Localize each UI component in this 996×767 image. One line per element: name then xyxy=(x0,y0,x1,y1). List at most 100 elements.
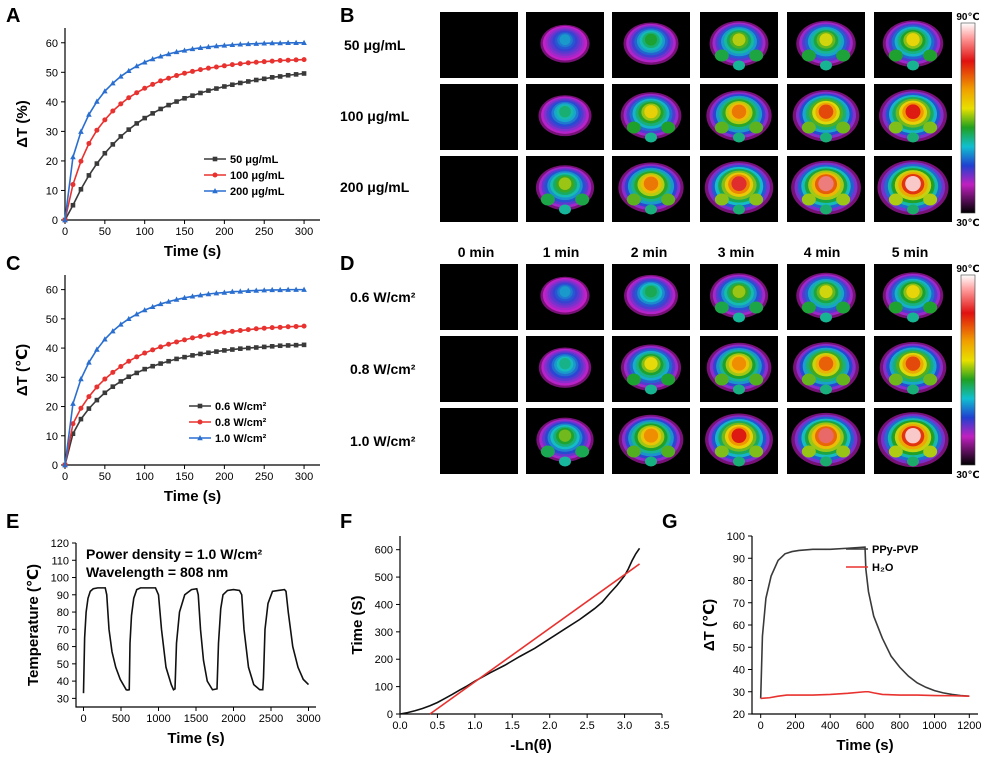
data-point xyxy=(189,45,196,52)
x-tick-label: 1000 xyxy=(922,720,946,732)
chart-panel-g: 0 200 400 600 800 1000 1200 20 30 40 50 60 70 80 90 100… xyxy=(701,531,982,754)
data-point xyxy=(293,323,299,329)
x-tick-label: 800 xyxy=(891,720,909,732)
series-line-0 xyxy=(82,587,310,694)
data-point xyxy=(190,93,195,98)
y-tick-label: 0 xyxy=(52,215,58,227)
data-point xyxy=(117,73,124,79)
data-point xyxy=(301,323,307,329)
data-point xyxy=(213,330,219,336)
data-point xyxy=(230,347,235,352)
chart-panel-f: 0.0 0.5 1.0 1.5 2.0 2.5 3.0 3.5 0 100 200 300 400 500… xyxy=(349,536,670,754)
y-tick-label: 40 xyxy=(46,97,58,109)
data-point xyxy=(222,84,227,89)
data-point xyxy=(86,173,92,178)
data-point xyxy=(269,325,275,331)
data-point xyxy=(293,57,299,63)
data-point xyxy=(70,400,76,406)
data-point xyxy=(166,75,172,81)
data-point xyxy=(102,117,108,123)
data-point xyxy=(174,73,180,79)
data-point xyxy=(94,397,100,403)
data-point xyxy=(110,384,116,389)
panel-d-column-label: 1 min xyxy=(543,244,580,260)
x-axis-label: Time (s) xyxy=(164,243,221,260)
data-point xyxy=(94,161,100,166)
data-point xyxy=(165,50,172,57)
data-point xyxy=(110,369,116,375)
axis-frame xyxy=(399,536,662,715)
data-point xyxy=(285,324,291,330)
data-point xyxy=(94,127,100,133)
data-point xyxy=(213,43,220,49)
annotation: Power density = 1.0 W/cm² xyxy=(86,546,263,562)
thermal-image xyxy=(874,336,952,402)
y-tick-label: 90 xyxy=(733,553,745,565)
thermal-image xyxy=(787,264,865,330)
panel-d-row-label: 0.8 W/cm² xyxy=(350,361,416,377)
panel-label-d: D xyxy=(340,253,354,275)
x-axis-label: Time (s) xyxy=(836,737,893,754)
legend-label: PPy-PVP xyxy=(872,544,918,556)
data-point xyxy=(70,202,76,208)
y-tick-label: 50 xyxy=(46,67,58,79)
legend-marker xyxy=(197,435,203,441)
series-line-0 xyxy=(759,546,970,699)
data-point xyxy=(205,291,212,297)
y-tick-label: 0 xyxy=(387,709,393,721)
x-tick-label: 250 xyxy=(255,226,273,238)
x-tick-label: 100 xyxy=(136,226,154,238)
data-point xyxy=(237,328,243,334)
legend-label: H₂O xyxy=(872,562,894,574)
data-point xyxy=(190,335,195,341)
thermal-image xyxy=(526,156,604,222)
data-point xyxy=(277,343,283,349)
x-tick-label: 0 xyxy=(62,471,68,483)
y-tick-label: 80 xyxy=(733,576,745,588)
data-point xyxy=(149,303,156,310)
data-point xyxy=(181,47,188,53)
data-point xyxy=(166,341,172,347)
x-tick-label: 250 xyxy=(255,471,273,483)
thermal-image xyxy=(612,156,690,222)
panel-b-row-label: 200 μg/mL xyxy=(340,179,410,195)
legend-label: 0.6 W/cm² xyxy=(215,401,267,413)
data-point xyxy=(261,76,267,82)
y-tick-label: 60 xyxy=(733,620,745,632)
thermal-image xyxy=(526,336,604,402)
legend-marker xyxy=(212,172,218,178)
data-point xyxy=(214,349,219,354)
y-axis-label: ΔT (%) xyxy=(14,100,31,147)
data-point xyxy=(253,326,259,332)
data-point xyxy=(197,292,204,298)
data-point xyxy=(94,98,100,104)
x-tick-label: 300 xyxy=(295,471,313,483)
panel-d-column-label: 0 min xyxy=(458,244,495,260)
data-point xyxy=(206,350,211,356)
y-tick-label: 30 xyxy=(46,372,58,384)
data-point xyxy=(245,60,251,66)
data-point xyxy=(285,39,291,45)
data-point xyxy=(158,78,164,84)
y-tick-label: 40 xyxy=(57,676,69,688)
data-point xyxy=(197,67,203,73)
data-point xyxy=(125,67,132,74)
x-tick-label: 0 xyxy=(80,713,86,725)
thermal-image xyxy=(874,12,952,78)
y-tick-label: 50 xyxy=(733,642,745,654)
data-point xyxy=(293,72,299,77)
data-point xyxy=(213,290,220,296)
x-tick-label: 1500 xyxy=(184,713,208,725)
data-point xyxy=(301,57,307,63)
panel-label-c: C xyxy=(6,253,20,275)
data-point xyxy=(86,394,92,400)
data-point xyxy=(150,363,155,369)
panel-d-row-label: 0.6 W/cm² xyxy=(350,289,416,305)
data-point xyxy=(285,72,291,78)
panel-d-column-label: 3 min xyxy=(718,244,755,260)
data-point xyxy=(78,405,84,411)
legend-marker xyxy=(212,156,218,162)
data-point xyxy=(253,345,259,350)
thermal-image xyxy=(874,156,952,222)
panel-d-column-label: 5 min xyxy=(892,244,929,260)
